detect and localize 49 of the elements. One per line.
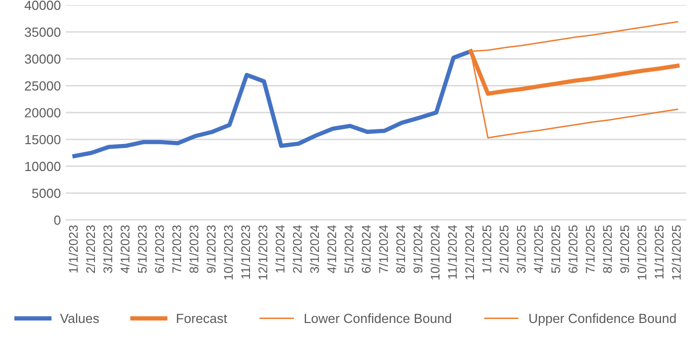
x-tick-label: 12/1/2023 <box>258 225 268 280</box>
x-tick-label: 8/1/2024 <box>396 225 406 273</box>
x-tick-label: 5/1/2024 <box>344 225 354 273</box>
legend-label: Upper Confidence Bound <box>529 313 676 326</box>
x-tick-label: 2/1/2025 <box>499 225 509 273</box>
x-tick-label: 10/1/2025 <box>637 225 646 280</box>
x-tick-label: 2/1/2023 <box>86 225 96 273</box>
x-tick-label: 6/1/2025 <box>568 225 578 273</box>
x-tick-label: 2/1/2024 <box>292 225 302 273</box>
y-tick-label: 40000 <box>24 0 60 10</box>
y-tick-label: 20000 <box>24 108 60 118</box>
x-tick-label: 3/1/2023 <box>103 225 112 273</box>
x-tick-label: 1/1/2024 <box>275 225 285 273</box>
y-tick-label: 10000 <box>25 162 60 172</box>
y-tick-label: 5000 <box>32 188 60 198</box>
x-tick-label: 12/1/2024 <box>464 225 474 280</box>
x-tick-label: 6/1/2023 <box>154 225 164 273</box>
x-tick-label: 5/1/2023 <box>138 225 147 273</box>
x-tick-label: 8/1/2025 <box>602 225 612 273</box>
x-tick-label: 4/1/2024 <box>327 225 336 274</box>
x-tick-label: 4/1/2025 <box>534 225 543 274</box>
x-tick-label: 11/1/2024 <box>448 225 457 279</box>
x-tick-label: 9/1/2024 <box>413 225 422 273</box>
x-tick-label: 5/1/2025 <box>551 225 560 273</box>
x-tick-label: 7/1/2024 <box>378 225 388 273</box>
x-tick-label: 10/1/2023 <box>224 225 233 280</box>
y-tick-label: 30000 <box>24 54 60 64</box>
legend-label: Forecast <box>176 314 228 324</box>
legend-label: Values <box>60 313 99 324</box>
x-tick-label: 3/1/2024 <box>310 225 320 273</box>
x-tick-label: 11/1/2025 <box>654 225 664 279</box>
x-tick-label: 4/1/2023 <box>120 225 130 274</box>
x-tick-label: 9/1/2025 <box>620 225 630 273</box>
x-tick-label: 6/1/2024 <box>362 225 371 273</box>
y-tick-label: 25000 <box>24 81 60 91</box>
legend-label: Lower Confidence Bound <box>304 313 452 324</box>
x-tick-label: 9/1/2023 <box>206 225 216 273</box>
y-tick-label: 15000 <box>25 134 60 144</box>
x-tick-label: 3/1/2025 <box>516 225 526 273</box>
x-tick-label: 11/1/2023 <box>240 225 250 279</box>
x-tick-label: 10/1/2024 <box>430 225 440 280</box>
x-tick-label: 1/1/2023 <box>68 225 78 273</box>
y-tick-label: 0 <box>54 216 60 225</box>
x-tick-label: 12/1/2025 <box>672 225 681 280</box>
x-tick-label: 1/1/2025 <box>482 225 492 273</box>
y-tick-label: 35000 <box>24 28 60 37</box>
x-tick-label: 7/1/2025 <box>585 225 595 273</box>
x-tick-label: 8/1/2023 <box>189 225 198 273</box>
x-tick-label: 7/1/2023 <box>172 225 182 273</box>
